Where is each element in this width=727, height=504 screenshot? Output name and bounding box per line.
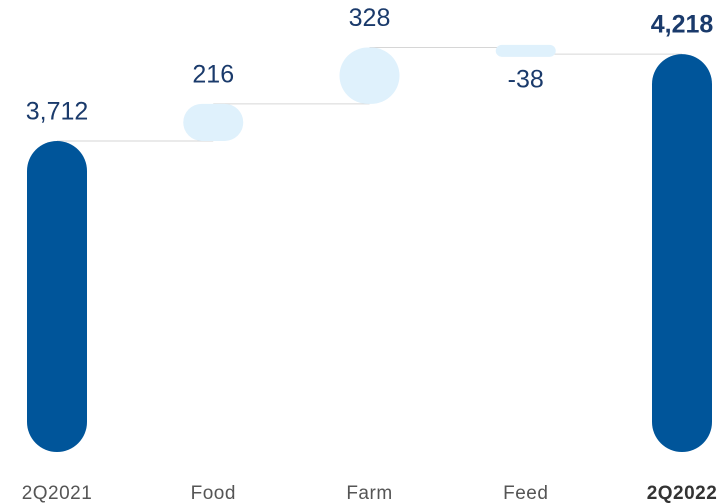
x-tick-label: 2Q2021 <box>22 483 93 504</box>
value-label: 216 <box>192 60 234 88</box>
bar <box>339 47 400 104</box>
x-tick-label: Food <box>191 483 236 504</box>
value-label: 4,218 <box>651 11 714 39</box>
bar <box>495 44 556 57</box>
x-tick-label: 2Q2022 <box>647 483 718 504</box>
bar <box>652 54 712 453</box>
value-label: 328 <box>349 4 391 32</box>
value-label: -38 <box>508 65 544 93</box>
bar <box>183 103 244 141</box>
bar <box>27 140 87 452</box>
x-tick-label: Farm <box>346 483 392 504</box>
x-tick-label: Feed <box>503 483 548 504</box>
value-label: 3,712 <box>26 98 89 126</box>
